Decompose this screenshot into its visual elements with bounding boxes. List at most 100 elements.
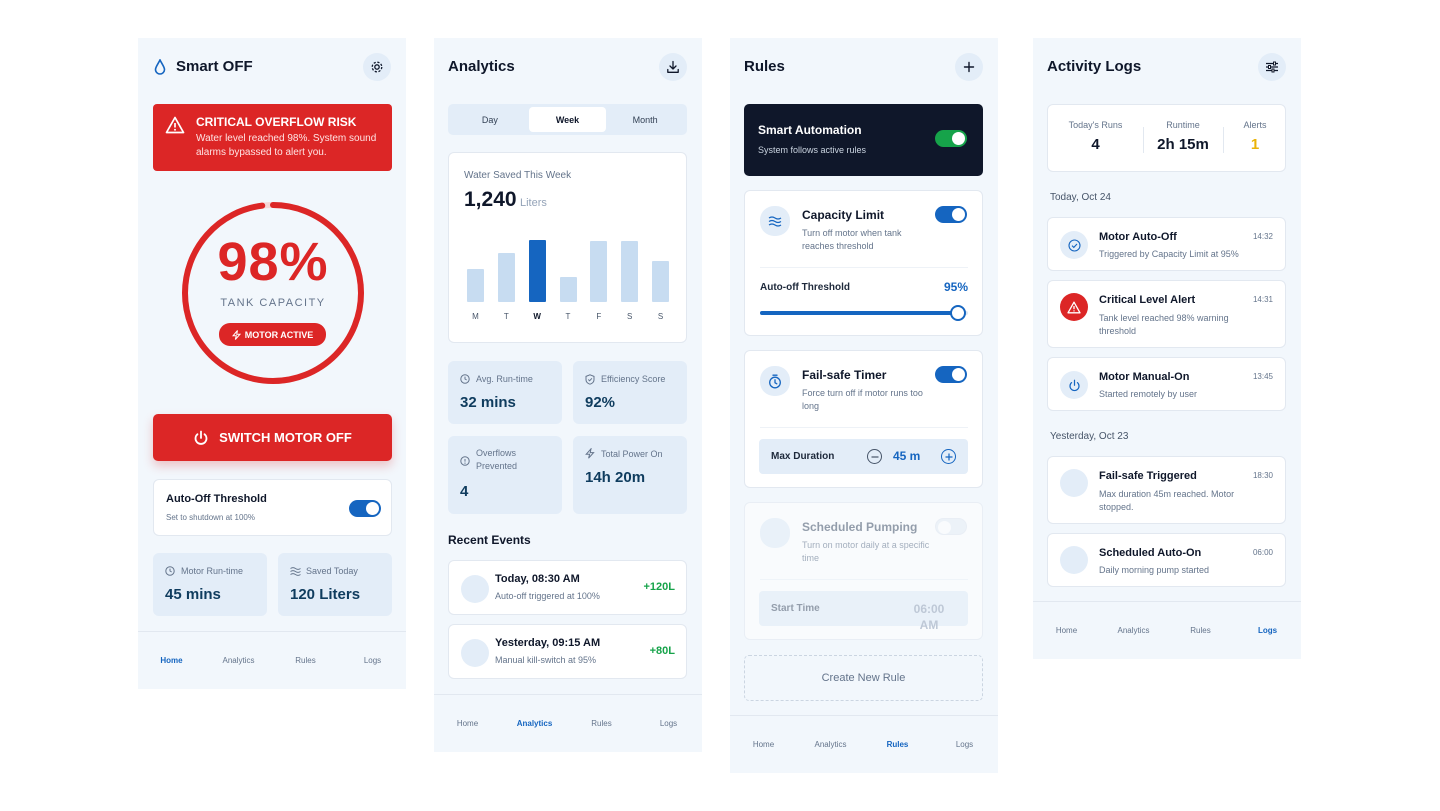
create-new-rule-button[interactable]: Create New Rule xyxy=(744,655,983,701)
rules-title: Rules xyxy=(744,58,785,75)
auto-off-toggle[interactable] xyxy=(349,500,381,517)
event-amount: +80L xyxy=(649,645,675,657)
nav-rules[interactable]: Rules xyxy=(1190,626,1211,635)
chart-bar xyxy=(652,261,669,302)
settings-button[interactable] xyxy=(363,53,391,81)
log-item[interactable]: Fail-safe Triggered Max duration 45m rea… xyxy=(1047,456,1286,524)
nav-rules[interactable]: Rules xyxy=(591,719,612,728)
nav-logs[interactable]: Logs xyxy=(659,719,678,728)
nav-home[interactable]: Home xyxy=(752,740,775,749)
scheduled-toggle[interactable] xyxy=(935,518,967,535)
divider xyxy=(1143,127,1144,153)
threshold-slider-handle[interactable] xyxy=(949,305,966,321)
download-icon xyxy=(667,60,679,73)
tab-month[interactable]: Month xyxy=(632,114,658,125)
nav-home[interactable]: Home xyxy=(456,719,479,728)
metric-label: Total Power On xyxy=(601,449,663,459)
event-item[interactable]: Today, 08:30 AM Auto-off triggered at 10… xyxy=(448,560,687,615)
water-drop-icon xyxy=(154,59,166,75)
alert-title: CRITICAL OVERFLOW RISK xyxy=(196,115,357,129)
threshold-slider-track[interactable] xyxy=(760,305,968,321)
add-rule-button[interactable] xyxy=(955,53,983,81)
summary-card: Today's Runs 4 Runtime 2h 15m Alerts 1 xyxy=(1047,104,1286,172)
start-time-row: Start Time 06:00 AM xyxy=(759,591,968,632)
capacity-limit-toggle[interactable] xyxy=(935,206,967,223)
tab-week[interactable]: Week xyxy=(528,107,607,132)
capacity-subtitle: Turn off motor when tank reaches thresho… xyxy=(802,228,902,251)
weekly-bar-chart xyxy=(467,240,669,302)
waves-icon xyxy=(290,567,301,576)
log-subtitle: Daily morning pump started xyxy=(1099,565,1210,575)
decrease-duration-button[interactable] xyxy=(867,449,882,464)
alert-message: Water level reached 98%. System sound al… xyxy=(196,133,377,158)
switch-motor-off-label: SWITCH MOTOR OFF xyxy=(219,430,352,445)
nav-rules[interactable]: Rules xyxy=(886,740,909,749)
motor-active-badge: MOTOR ACTIVE xyxy=(219,323,326,346)
metric-value: 92% xyxy=(585,394,616,411)
minus-icon xyxy=(871,455,878,458)
increase-duration-button[interactable] xyxy=(941,449,956,464)
capacity-icon-wrap xyxy=(760,206,790,236)
divider xyxy=(760,579,968,580)
chart-x-label: T xyxy=(565,312,571,321)
summary-runs: Today's Runs 4 xyxy=(1048,120,1143,153)
nav-logs[interactable]: Logs xyxy=(955,740,974,749)
log-item[interactable]: Scheduled Auto-On Daily morning pump sta… xyxy=(1047,533,1286,587)
chart-x-label: W xyxy=(533,312,541,321)
nav-analytics[interactable]: Analytics xyxy=(222,656,255,665)
analytics-screen: Analytics Day Week Month Water Saved Thi… xyxy=(434,38,702,752)
nav-analytics[interactable]: Analytics xyxy=(516,719,553,728)
nav-home[interactable]: Home xyxy=(1055,626,1078,635)
smart-automation-toggle[interactable] xyxy=(935,130,967,147)
switch-motor-off-button[interactable]: SWITCH MOTOR OFF xyxy=(153,414,392,461)
log-item[interactable]: Critical Level Alert Tank level reached … xyxy=(1047,280,1286,348)
chart-bar xyxy=(559,277,577,302)
max-duration-label: Max Duration xyxy=(771,451,835,462)
nav-logs[interactable]: Logs xyxy=(363,656,382,665)
log-icon-wrap xyxy=(1060,371,1088,399)
event-title: Yesterday, 09:15 AM xyxy=(495,637,601,649)
metric-overflows: Overflows Prevented 4 xyxy=(448,436,562,514)
log-item[interactable]: Motor Manual-On Started remotely by user… xyxy=(1047,357,1286,411)
home-screen: Smart OFF CRITICAL OVERFLOW RISK Water l… xyxy=(138,38,406,689)
threshold-subtitle: Set to shutdown at 100% xyxy=(166,513,255,522)
log-item[interactable]: Motor Auto-Off Triggered by Capacity Lim… xyxy=(1047,217,1286,271)
nav-analytics[interactable]: Analytics xyxy=(1117,626,1150,635)
log-icon-placeholder xyxy=(1060,469,1088,497)
nav-analytics[interactable]: Analytics xyxy=(814,740,847,749)
log-subtitle: Max duration 45m reached. Motor stopped. xyxy=(1099,489,1235,512)
metric-label: Overflows Prevented xyxy=(476,448,518,471)
nav-home[interactable]: Home xyxy=(160,656,183,665)
overflow-alert-banner: CRITICAL OVERFLOW RISK Water level reach… xyxy=(153,104,392,171)
threshold-label: Auto-off Threshold xyxy=(760,282,850,293)
event-item[interactable]: Yesterday, 09:15 AM Manual kill-switch a… xyxy=(448,624,687,679)
download-button[interactable] xyxy=(659,53,687,81)
log-subtitle: Triggered by Capacity Limit at 95% xyxy=(1099,249,1239,259)
nav-logs[interactable]: Logs xyxy=(1257,626,1278,635)
tab-day[interactable]: Day xyxy=(481,114,498,125)
check-circle-icon xyxy=(1067,238,1081,252)
event-icon-placeholder xyxy=(461,639,489,667)
water-saved-unit: Liters xyxy=(520,197,547,209)
warning-icon xyxy=(1067,301,1081,313)
chart-bar xyxy=(590,241,608,302)
saved-today-stat: Saved Today 120 Liters xyxy=(278,553,392,616)
period-tabs: Day Week Month xyxy=(448,104,687,135)
log-group-date: Yesterday, Oct 23 xyxy=(1050,431,1129,442)
filter-button[interactable] xyxy=(1258,53,1286,81)
power-icon xyxy=(194,430,208,445)
nav-rules[interactable]: Rules xyxy=(295,656,316,665)
waves-icon xyxy=(768,216,782,227)
bottom-nav: Home Analytics Rules Logs xyxy=(434,694,702,752)
failsafe-toggle[interactable] xyxy=(935,366,967,383)
start-time-value[interactable]: 06:00 AM xyxy=(913,602,945,632)
water-saved-card: Water Saved This Week 1,240 Liters M T W T F… xyxy=(448,152,687,343)
automation-subtitle: System follows active rules xyxy=(758,145,867,155)
bottom-nav: Home Analytics Rules Logs xyxy=(138,631,406,689)
log-time: 13:45 xyxy=(1252,372,1273,381)
log-title: Motor Manual-On xyxy=(1099,371,1190,383)
metric-total-power: Total Power On 14h 20m xyxy=(573,436,687,514)
metric-value: 4 xyxy=(460,483,469,500)
gauge-progress-arc xyxy=(182,202,364,384)
chart-x-label: F xyxy=(596,312,602,321)
